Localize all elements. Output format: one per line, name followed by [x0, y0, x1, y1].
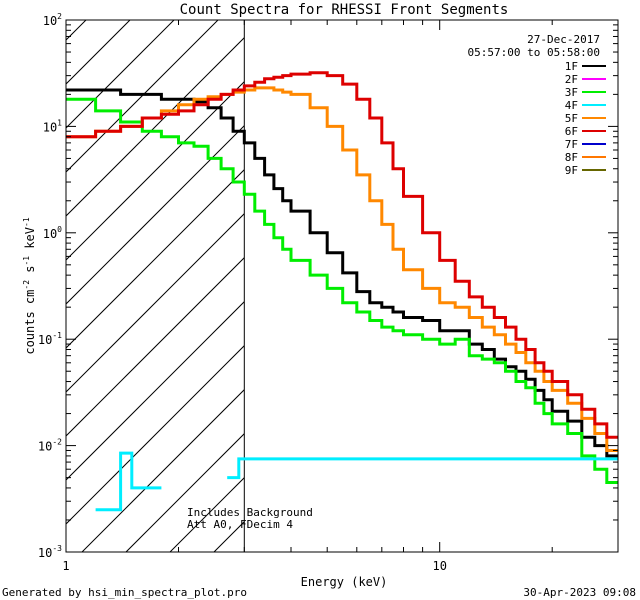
y-tick-label: 102 [43, 12, 62, 28]
legend-label-5f: 5F [565, 112, 578, 125]
series-1f-line [66, 88, 618, 458]
series-6f-line [66, 71, 618, 439]
legend-label-9f: 9F [565, 164, 578, 177]
date-label: 27-Dec-2017 [527, 33, 600, 46]
footer-date: 30-Apr-2023 09:08 [523, 586, 636, 599]
annotation-background: Includes Background [187, 506, 313, 519]
hatch-line [66, 212, 245, 393]
hatched-region [66, 20, 245, 552]
y-tick-label: 101 [43, 118, 62, 134]
x-axis-label: Energy (keV) [301, 575, 388, 589]
series-4f-line [95, 451, 618, 512]
time-label: 05:57:00 to 05:58:00 [468, 46, 600, 59]
plot-frame [65, 19, 619, 553]
y-axis-label: counts cm-2 s-1 keV-1 [22, 217, 37, 354]
hatch-line [81, 388, 245, 552]
hatch-line [66, 36, 245, 217]
legend-label-6f: 6F [565, 125, 578, 138]
y-tick-label: 10-1 [38, 331, 62, 347]
y-tick-label: 100 [43, 225, 62, 241]
hatch-line [66, 20, 175, 129]
hatch-line [125, 432, 245, 552]
hatch-line [66, 168, 245, 349]
hatch-line [66, 20, 131, 85]
legend-label-4f: 4F [565, 99, 578, 112]
hatch-line [66, 300, 245, 481]
legend-label-7f: 7F [565, 138, 578, 151]
legend-label-2f: 2F [565, 73, 578, 86]
hatch-line [66, 124, 245, 305]
y-tick-label: 10-3 [38, 544, 62, 560]
legend-label-1f: 1F [565, 60, 578, 73]
hatch-line [66, 344, 245, 525]
x-tick-label: 1 [62, 559, 69, 573]
legend-label-8f: 8F [565, 151, 578, 164]
chart-title: Count Spectra for RHESSI Front Segments [180, 2, 509, 18]
y-axis: 10-3 10-2 10-1 100 101 102 [38, 12, 618, 560]
series-group [66, 71, 618, 512]
x-tick-label: 10 [432, 559, 446, 573]
legend-label-3f: 3F [565, 86, 578, 99]
series-3f-line [66, 97, 618, 484]
hatch-line [66, 256, 245, 437]
footer-generated-by: Generated by hsi_min_spectra_plot.pro [2, 586, 247, 599]
hatch-line [66, 80, 245, 261]
y-tick-label: 10-2 [38, 438, 62, 454]
annotation-attenuator: Att A0, FDecim 4 [187, 518, 293, 531]
x-axis: 110100 [62, 20, 619, 573]
hatch-line [66, 20, 219, 173]
